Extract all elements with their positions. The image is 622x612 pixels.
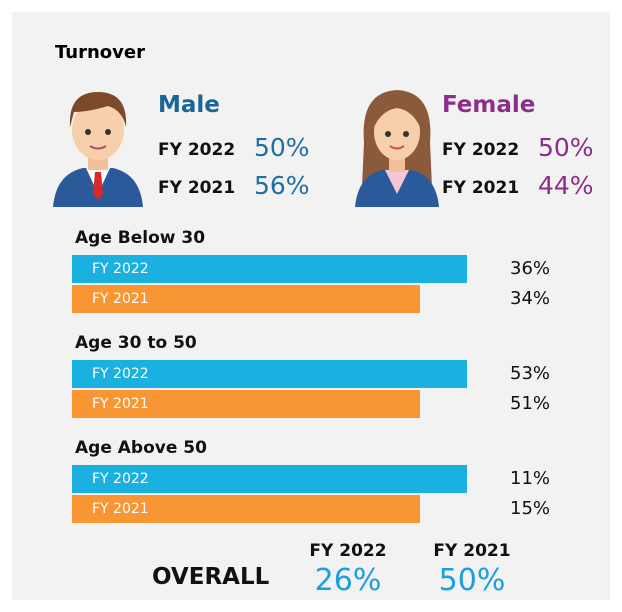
gender-label: Male bbox=[158, 92, 220, 118]
gender-value: 50% bbox=[254, 133, 310, 162]
year-label: FY 2022 bbox=[158, 140, 236, 160]
bar: FY 2022 bbox=[72, 255, 467, 283]
overall-value: 26% bbox=[314, 563, 382, 598]
bar-label: FY 2021 bbox=[92, 396, 149, 412]
overall-year: FY 2021 bbox=[433, 541, 511, 561]
age-label: Age Above 50 bbox=[75, 438, 207, 458]
gender-value: 50% bbox=[538, 133, 594, 162]
overall-label: OVERALL bbox=[152, 564, 270, 590]
gender-label: Female bbox=[442, 92, 536, 118]
bar-label: FY 2022 bbox=[92, 261, 149, 277]
bar-label: FY 2021 bbox=[92, 501, 149, 517]
female-icon bbox=[355, 90, 439, 207]
overall-year: FY 2022 bbox=[309, 541, 387, 561]
year-label: FY 2021 bbox=[442, 178, 520, 198]
bar-label: FY 2022 bbox=[92, 471, 149, 487]
gender-value: 56% bbox=[254, 171, 310, 200]
age-label: Age 30 to 50 bbox=[75, 333, 197, 353]
bar: FY 2021 bbox=[72, 285, 420, 313]
age-value: 53% bbox=[510, 363, 551, 384]
bar: FY 2021 bbox=[72, 495, 420, 523]
overall-value: 50% bbox=[438, 563, 506, 598]
age-value: 15% bbox=[510, 498, 551, 519]
age-label: Age Below 30 bbox=[75, 228, 206, 248]
bar: FY 2022 bbox=[72, 360, 467, 388]
year-label: FY 2022 bbox=[442, 140, 520, 160]
age-value: 11% bbox=[510, 468, 551, 489]
bar: FY 2021 bbox=[72, 390, 420, 418]
age-value: 34% bbox=[510, 288, 551, 309]
age-value: 51% bbox=[510, 393, 551, 414]
male-icon bbox=[53, 92, 143, 207]
age-value: 36% bbox=[510, 258, 551, 279]
year-label: FY 2021 bbox=[158, 178, 236, 198]
gender-value: 44% bbox=[538, 171, 594, 200]
bar: FY 2022 bbox=[72, 465, 467, 493]
bar-label: FY 2021 bbox=[92, 291, 149, 307]
bar-label: FY 2022 bbox=[92, 366, 149, 382]
title: Turnover bbox=[55, 42, 145, 63]
